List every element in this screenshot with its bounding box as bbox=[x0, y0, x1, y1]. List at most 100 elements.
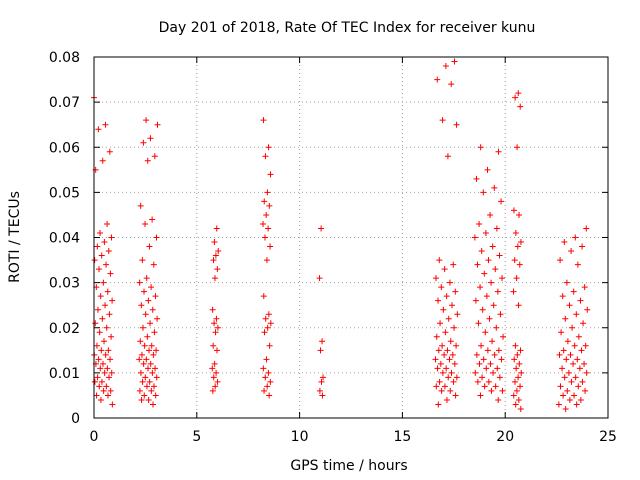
data-point bbox=[513, 275, 520, 282]
data-point bbox=[100, 387, 107, 394]
data-point bbox=[483, 365, 490, 372]
data-point bbox=[514, 243, 521, 250]
data-point bbox=[451, 360, 458, 367]
data-point bbox=[106, 311, 113, 318]
data-point bbox=[101, 338, 108, 345]
data-point bbox=[436, 378, 443, 385]
data-point bbox=[149, 306, 156, 313]
data-point bbox=[100, 279, 107, 286]
data-point bbox=[438, 387, 445, 394]
data-point bbox=[577, 297, 584, 304]
data-point bbox=[515, 90, 522, 97]
data-point bbox=[101, 369, 108, 376]
data-point bbox=[210, 257, 217, 264]
data-point bbox=[212, 383, 219, 390]
data-point bbox=[557, 383, 564, 390]
data-point bbox=[473, 351, 480, 358]
data-point bbox=[576, 365, 583, 372]
x-tick-label: 20 bbox=[496, 429, 514, 445]
data-point bbox=[454, 311, 461, 318]
data-point bbox=[101, 239, 108, 246]
data-point bbox=[146, 378, 153, 385]
x-tick-label: 15 bbox=[393, 429, 411, 445]
data-point bbox=[211, 360, 218, 367]
data-point bbox=[142, 311, 149, 318]
y-tick-label: 0.04 bbox=[49, 231, 80, 247]
data-point bbox=[215, 248, 222, 255]
data-point bbox=[151, 383, 158, 390]
data-point bbox=[513, 387, 520, 394]
data-point bbox=[441, 351, 448, 358]
data-point bbox=[209, 306, 216, 313]
data-point bbox=[493, 324, 500, 331]
data-point bbox=[561, 374, 568, 381]
data-point bbox=[583, 225, 590, 232]
data-point bbox=[142, 220, 149, 227]
data-point bbox=[485, 378, 492, 385]
data-point bbox=[567, 351, 574, 358]
data-point bbox=[92, 320, 99, 327]
data-point bbox=[141, 342, 148, 349]
data-point bbox=[151, 329, 158, 336]
data-point bbox=[448, 369, 455, 376]
data-point bbox=[583, 369, 590, 376]
data-point bbox=[136, 387, 143, 394]
data-point bbox=[578, 347, 585, 354]
data-point bbox=[450, 261, 457, 268]
data-point bbox=[103, 383, 110, 390]
data-point bbox=[571, 392, 578, 399]
data-point bbox=[441, 383, 448, 390]
data-point bbox=[260, 220, 267, 227]
data-point bbox=[439, 342, 446, 349]
data-point bbox=[145, 396, 152, 403]
data-point bbox=[495, 148, 502, 155]
data-point bbox=[209, 365, 216, 372]
data-point bbox=[97, 365, 104, 372]
data-point bbox=[439, 117, 446, 124]
data-point bbox=[141, 288, 148, 295]
data-point bbox=[451, 324, 458, 331]
data-point bbox=[479, 306, 486, 313]
data-point bbox=[104, 365, 111, 372]
data-point bbox=[95, 126, 102, 133]
data-point bbox=[510, 207, 517, 214]
data-point bbox=[563, 279, 570, 286]
data-point bbox=[570, 360, 577, 367]
data-point bbox=[512, 401, 519, 408]
data-point bbox=[138, 396, 145, 403]
data-point bbox=[485, 257, 492, 264]
data-point bbox=[261, 234, 268, 241]
data-point bbox=[213, 315, 220, 322]
data-point bbox=[108, 333, 115, 340]
data-point bbox=[476, 360, 483, 367]
data-point bbox=[446, 279, 453, 286]
data-point bbox=[474, 261, 481, 268]
data-point bbox=[476, 220, 483, 227]
data-point bbox=[263, 257, 270, 264]
data-point bbox=[568, 248, 575, 255]
data-point bbox=[93, 342, 100, 349]
data-point bbox=[562, 405, 569, 412]
data-point bbox=[438, 284, 445, 291]
data-point bbox=[569, 324, 576, 331]
data-point bbox=[93, 392, 100, 399]
data-point bbox=[490, 302, 497, 309]
data-point bbox=[445, 315, 452, 322]
data-point bbox=[265, 311, 272, 318]
data-point bbox=[472, 297, 479, 304]
data-point bbox=[107, 387, 114, 394]
data-point bbox=[141, 392, 148, 399]
data-point bbox=[433, 333, 440, 340]
data-point bbox=[443, 396, 450, 403]
data-point bbox=[318, 225, 325, 232]
data-point bbox=[563, 356, 570, 363]
data-point bbox=[136, 279, 143, 286]
data-point bbox=[97, 396, 104, 403]
data-point bbox=[514, 351, 521, 358]
data-points bbox=[91, 58, 591, 412]
data-point bbox=[213, 369, 220, 376]
data-point bbox=[266, 342, 273, 349]
data-point bbox=[514, 144, 521, 151]
data-point bbox=[442, 329, 449, 336]
data-point bbox=[144, 333, 151, 340]
